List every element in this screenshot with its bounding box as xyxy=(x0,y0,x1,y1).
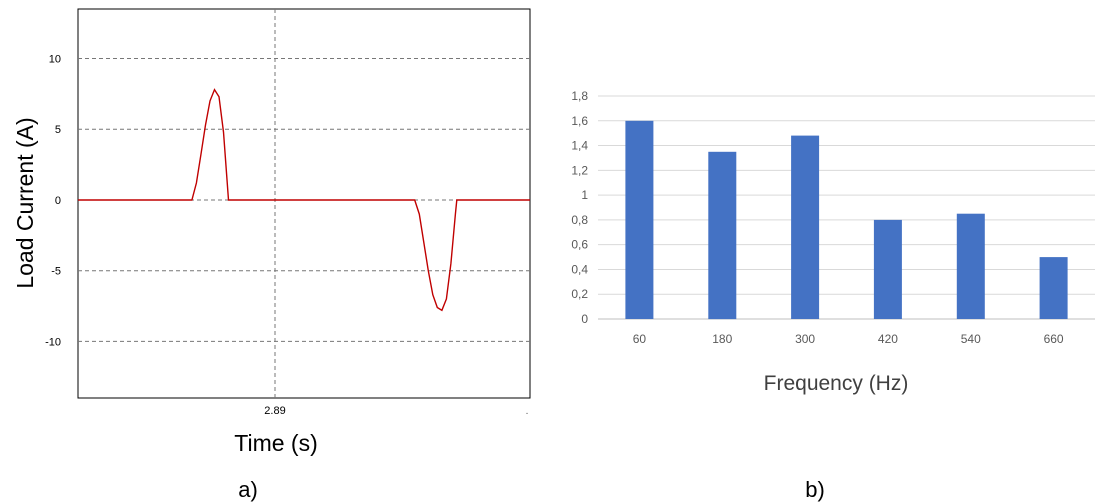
y-tick-labels: 10 5 0 -5 -10 xyxy=(45,54,61,349)
x-tick-label: 2.89 xyxy=(264,405,285,417)
y-tick-label: 0 xyxy=(55,195,61,207)
gridlines xyxy=(598,95,1095,320)
y-tick-label: 0,6 xyxy=(571,238,588,252)
x-tick-label: 60 xyxy=(633,332,647,346)
bar-540hz xyxy=(956,213,985,319)
bar-660hz xyxy=(1039,257,1068,319)
y-tick-labels: 0 0,2 0,4 0,6 0,8 1 1,2 1,4 1,6 1,8 xyxy=(571,89,588,326)
y-tick-label: 0,8 xyxy=(571,213,588,227)
x-tick-label: 660 xyxy=(1044,332,1064,346)
bar-60hz xyxy=(625,120,654,319)
bars xyxy=(625,120,1068,320)
panel-label-a: a) xyxy=(238,477,258,502)
y-tick-label: 1 xyxy=(581,188,588,202)
y-tick-label: 0 xyxy=(581,312,588,326)
y-tick-label: 1,2 xyxy=(571,163,588,177)
y-tick-label: -5 xyxy=(51,266,61,278)
bar-180hz xyxy=(708,151,737,320)
x-tick-label: 300 xyxy=(795,332,815,346)
y-tick-label: 5 xyxy=(55,124,61,136)
panel-a-load-current-chart: 10 5 0 -5 -10 2.89 . Time (s) Load Current (… xyxy=(12,8,531,502)
plot-frame xyxy=(77,8,531,399)
y-tick-label: 10 xyxy=(49,54,61,66)
y-tick-label: 1,4 xyxy=(571,139,588,153)
panel-b-frequency-bar-chart: 0 0,2 0,4 0,6 0,8 1 1,2 1,4 1,6 1,8 60 180 300 420 54… xyxy=(571,89,1095,502)
y-tick-label: 1,8 xyxy=(571,89,588,103)
y-tick-label: 0,2 xyxy=(571,287,588,301)
x-axis-label: Frequency (Hz) xyxy=(764,372,909,395)
y-tick-label: 1,6 xyxy=(571,114,588,128)
x-tick-labels: 60 180 300 420 540 660 xyxy=(633,332,1064,346)
x-tick-labels: 2.89 xyxy=(264,405,285,417)
x-axis-label: Time (s) xyxy=(234,430,317,456)
panel-label-b: b) xyxy=(805,477,825,502)
x-tick-label: 540 xyxy=(961,332,981,346)
x-tick-label: 420 xyxy=(878,332,898,346)
axis-end-dot: . xyxy=(526,406,529,417)
load-current-series-line xyxy=(78,88,530,312)
x-tick-label: 180 xyxy=(712,332,732,346)
y-tick-label: -10 xyxy=(45,336,61,348)
y-axis-label: Load Current (A) xyxy=(12,117,38,288)
y-tick-label: 0,4 xyxy=(571,262,588,276)
bar-300hz xyxy=(791,135,820,319)
bar-420hz xyxy=(873,219,902,319)
